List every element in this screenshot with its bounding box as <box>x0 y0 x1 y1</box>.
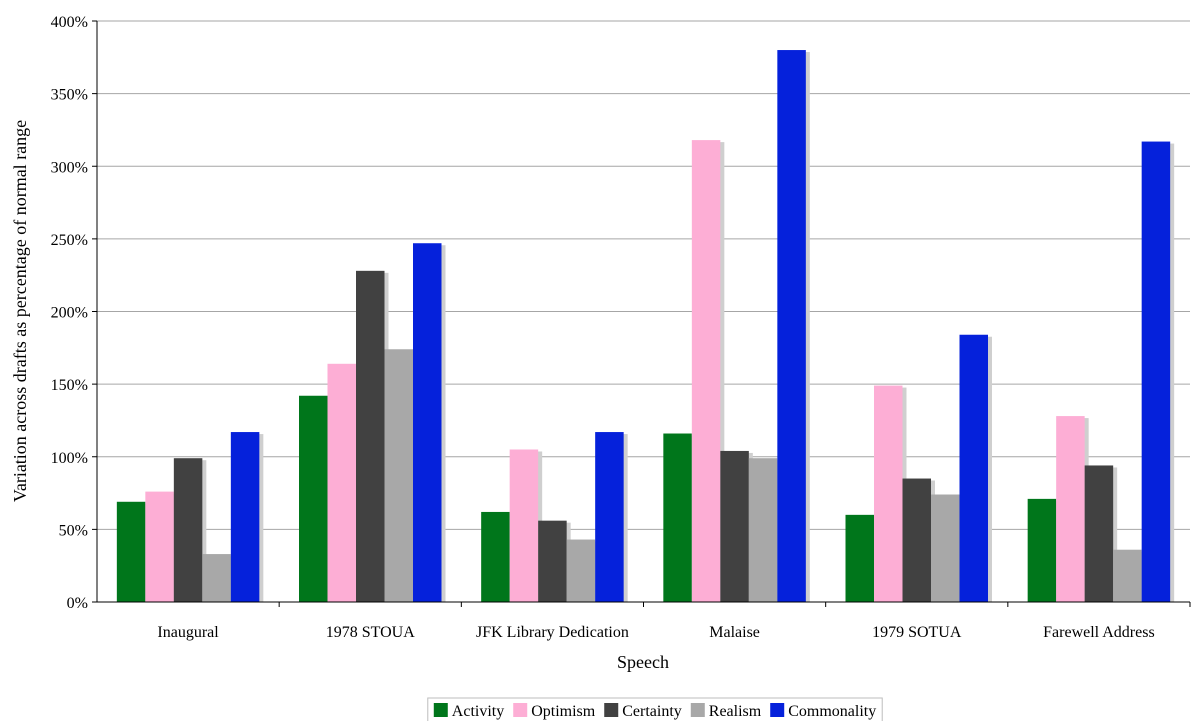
x-tick-labels: Inaugural 1978 STOUA JFK Library Dedicatio… <box>157 602 1191 641</box>
bar-optimism <box>1056 416 1085 602</box>
bar-activity <box>845 514 874 602</box>
bar-commonality <box>595 432 624 602</box>
y-tick-label: 250% <box>51 232 88 249</box>
y-tick-label: 300% <box>51 159 88 176</box>
bar-optimism <box>327 363 356 602</box>
gridlines <box>97 20 1190 530</box>
bar-realism <box>748 458 778 602</box>
bar-commonality <box>1141 141 1171 602</box>
bar-optimism <box>145 491 174 602</box>
bar-certainty <box>538 520 567 602</box>
bar-optimism <box>691 140 721 603</box>
legend-frame <box>427 697 883 721</box>
y-tick-labels: 0% 50% 100% 150% 200% 250% 300% 350% 400% <box>51 14 97 612</box>
bar-realism <box>566 539 596 602</box>
x-tick-label: 1979 SOTUA <box>872 624 962 641</box>
y-tick-label: 200% <box>51 305 88 322</box>
x-tick-label: 1978 STOUA <box>326 624 415 641</box>
bar-commonality <box>230 432 260 602</box>
legend-swatch <box>770 703 785 717</box>
bar-optimism <box>874 385 903 602</box>
bar-realism <box>384 349 413 602</box>
legend-label: Commonality <box>788 703 876 720</box>
bar-commonality <box>777 50 806 603</box>
bar-activity <box>481 511 510 602</box>
x-axis-label: Speech <box>617 652 669 672</box>
bar-activity <box>116 501 146 602</box>
legend-label: Activity <box>452 703 504 720</box>
legend-label: Certainty <box>622 703 682 720</box>
bar-certainty <box>902 478 931 602</box>
x-tick-label: Inaugural <box>157 624 219 641</box>
bar-realism <box>931 494 960 602</box>
x-tick-label: Malaise <box>709 624 760 641</box>
bar-activity <box>663 433 692 602</box>
y-axis-label: Variation across drafts as percentage of… <box>10 120 30 502</box>
bar-certainty <box>1084 465 1114 602</box>
y-tick-label: 350% <box>51 87 88 104</box>
legend: Activity Optimism Certainty Realism Commonal… <box>427 697 883 721</box>
y-tick-label: 150% <box>51 377 88 394</box>
legend-swatch <box>513 703 528 717</box>
y-tick-label: 400% <box>51 14 88 31</box>
bar-commonality <box>413 243 442 603</box>
legend-swatch <box>690 703 705 717</box>
legend-label: Realism <box>709 703 762 720</box>
bar-certainty <box>720 450 749 602</box>
legend-swatch <box>433 703 448 717</box>
bar-certainty <box>173 458 203 602</box>
bar-realism <box>1113 549 1142 602</box>
bar-activity <box>1027 498 1057 602</box>
bar-optimism <box>509 449 539 602</box>
bars <box>116 50 1175 603</box>
legend-label: Optimism <box>531 703 596 720</box>
x-tick-label: Farewell Address <box>1043 624 1155 641</box>
bar-commonality <box>959 334 988 602</box>
bar-realism <box>202 554 231 602</box>
y-tick-label: 100% <box>51 450 88 467</box>
bar-certainty <box>356 270 385 602</box>
y-tick-label: 50% <box>59 522 88 539</box>
y-tick-label: 0% <box>67 595 88 612</box>
legend-swatch <box>604 703 619 717</box>
x-tick-label: JFK Library Dedication <box>476 624 629 641</box>
bar-activity <box>299 395 328 602</box>
